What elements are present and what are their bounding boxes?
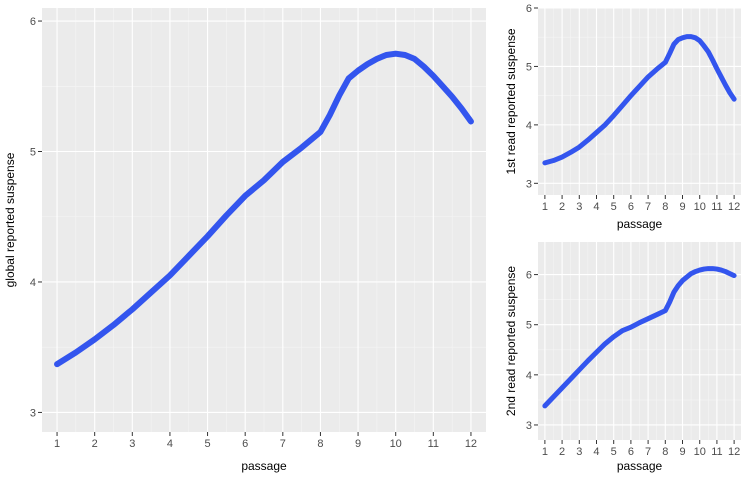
- x-tick-label: 10: [694, 446, 706, 458]
- y-axis-title: 2nd read reported suspense: [504, 266, 518, 416]
- y-tick-label: 6: [526, 270, 532, 282]
- x-tick-label: 7: [645, 446, 651, 458]
- x-tick-label: 2: [559, 446, 565, 458]
- x-tick-label: 7: [645, 201, 651, 213]
- y-tick-label: 3: [30, 407, 36, 419]
- x-tick-label: 5: [204, 438, 210, 450]
- x-tick-label: 1: [542, 201, 548, 213]
- x-tick-label: 12: [728, 446, 740, 458]
- x-tick-label: 5: [611, 446, 617, 458]
- y-tick-label: 3: [526, 420, 532, 432]
- y-axis-title: 1st read reported suspense: [504, 28, 518, 174]
- y-tick-label: 4: [30, 277, 36, 289]
- y-tick-label: 4: [526, 370, 532, 382]
- x-tick-label: 10: [390, 438, 402, 450]
- x-tick-label: 11: [428, 438, 439, 450]
- x-tick-label: 9: [355, 438, 361, 450]
- x-tick-label: 6: [628, 201, 634, 213]
- x-tick-label: 10: [694, 201, 706, 213]
- x-tick-label: 4: [593, 201, 599, 213]
- series-line-1st-read: [542, 34, 737, 166]
- x-tick-label: 6: [242, 438, 248, 450]
- x-tick-label: 12: [728, 201, 740, 213]
- y-tick-label: 3: [526, 178, 532, 190]
- x-axis-title: passage: [617, 459, 663, 473]
- x-tick-label: 5: [611, 201, 617, 213]
- x-tick-label: 1: [54, 438, 60, 450]
- x-tick-label: 6: [628, 446, 634, 458]
- x-tick-label: 2: [92, 438, 98, 450]
- x-tick-label: 9: [679, 446, 685, 458]
- y-tick-label: 5: [526, 320, 532, 332]
- x-tick-label: 3: [576, 446, 582, 458]
- y-tick-label: 5: [526, 61, 532, 73]
- y-tick-label: 6: [526, 3, 532, 15]
- y-axis-title: global reported suspense: [3, 152, 17, 287]
- x-tick-label: 12: [465, 438, 477, 450]
- y-tick-label: 6: [30, 16, 36, 28]
- x-tick-label: 1: [542, 446, 548, 458]
- series-line-2nd-read: [542, 266, 737, 409]
- x-tick-label: 3: [129, 438, 135, 450]
- x-tick-label: 11: [711, 446, 722, 458]
- x-tick-label: 8: [317, 438, 323, 450]
- y-tick-label: 4: [526, 120, 532, 132]
- x-tick-label: 8: [662, 201, 668, 213]
- x-axis-title: passage: [617, 217, 663, 231]
- x-tick-label: 11: [711, 201, 722, 213]
- series-line-global: [54, 50, 474, 368]
- x-tick-label: 9: [679, 201, 685, 213]
- x-tick-label: 3: [576, 201, 582, 213]
- x-tick-label: 2: [559, 201, 565, 213]
- x-tick-label: 4: [593, 446, 599, 458]
- x-tick-label: 7: [280, 438, 286, 450]
- x-tick-label: 4: [167, 438, 173, 450]
- x-axis-title: passage: [241, 459, 287, 473]
- y-tick-label: 5: [30, 147, 36, 159]
- x-tick-label: 8: [662, 446, 668, 458]
